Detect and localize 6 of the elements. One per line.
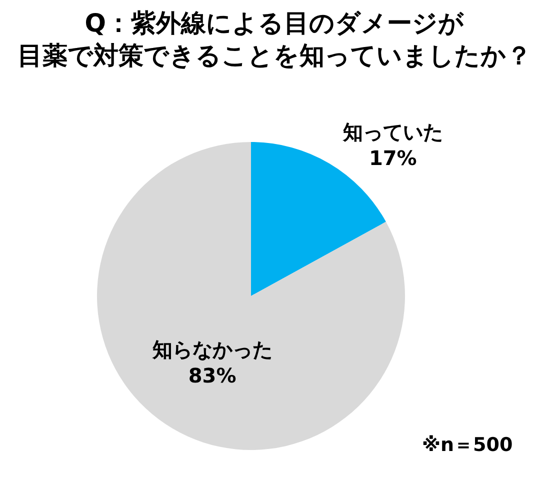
data-label: 83%	[188, 363, 236, 388]
slice-label: 知っていた	[342, 120, 443, 144]
data-label: 17%	[368, 146, 417, 170]
chart-title: Q：紫外線による目のダメージが目薬で対策できることを知っていましたか？	[17, 8, 532, 70]
text: ※n＝500	[422, 434, 513, 456]
slice-label: 知らなかった	[151, 337, 272, 362]
